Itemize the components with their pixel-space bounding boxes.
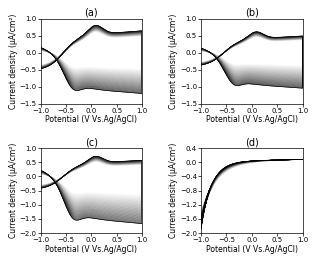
Y-axis label: Current density (μA/cm²): Current density (μA/cm²) <box>9 14 18 109</box>
X-axis label: Potential (V Vs.Ag/AgCl): Potential (V Vs.Ag/AgCl) <box>45 116 137 124</box>
Title: (b): (b) <box>245 8 259 18</box>
Y-axis label: Current density (μA/cm²): Current density (μA/cm²) <box>169 14 178 109</box>
X-axis label: Potential (V Vs.Ag/AgCl): Potential (V Vs.Ag/AgCl) <box>206 116 298 124</box>
Y-axis label: Current density (μA/cm²): Current density (μA/cm²) <box>169 143 178 238</box>
Title: (d): (d) <box>245 137 259 147</box>
Y-axis label: Current density (μA/cm²): Current density (μA/cm²) <box>9 143 18 238</box>
X-axis label: Potential (V Vs.Ag/AgCl): Potential (V Vs.Ag/AgCl) <box>45 245 137 254</box>
Title: (c): (c) <box>85 137 98 147</box>
X-axis label: Potential (V Vs.Ag/AgCl): Potential (V Vs.Ag/AgCl) <box>206 245 298 254</box>
Title: (a): (a) <box>85 8 98 18</box>
